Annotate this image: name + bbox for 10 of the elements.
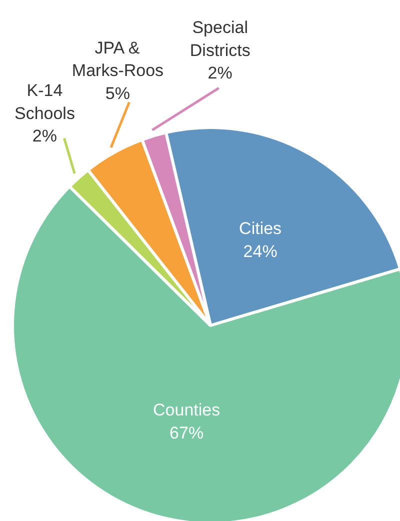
data-label: 2% [32, 126, 58, 146]
slice-label: Cities [239, 219, 282, 238]
data-label: 5% [105, 84, 130, 103]
slice-label: JPA & Marks-Roos [72, 38, 164, 80]
slice-label: Counties [153, 400, 220, 420]
data-label: 2% [208, 64, 232, 83]
slice-label: Special Districts [190, 18, 250, 60]
data-label: 67% [170, 423, 204, 442]
slice-label: K-14 Schools [14, 81, 75, 123]
data-label: 24% [243, 242, 278, 261]
